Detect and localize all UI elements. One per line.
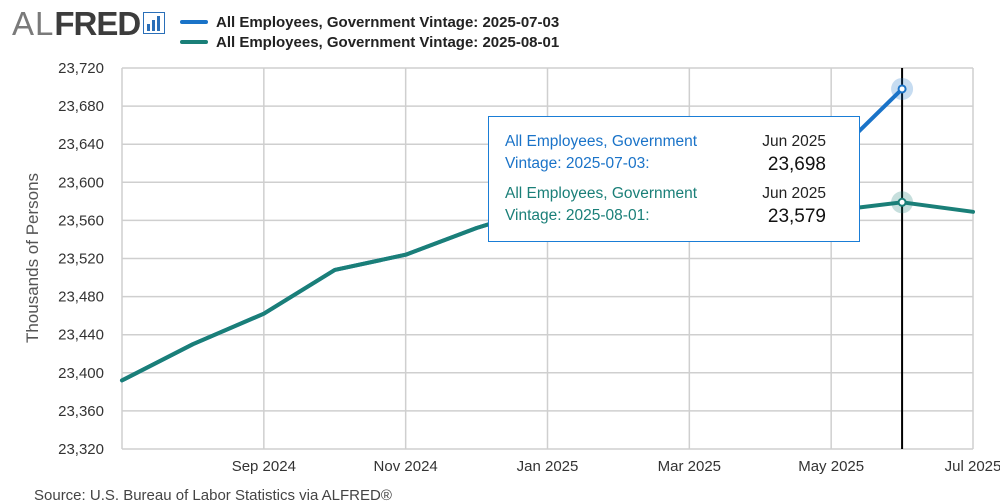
tooltip-value: 23,579 — [767, 206, 826, 227]
x-tick-label: May 2025 — [798, 458, 864, 475]
y-tick-label: 23,400 — [58, 365, 104, 382]
hover-point[interactable] — [897, 197, 907, 207]
y-tick-label: 23,360 — [58, 403, 104, 420]
hover-markers — [891, 77, 914, 214]
y-tick-label: 23,640 — [58, 136, 104, 153]
y-tick-label: 23,720 — [58, 60, 104, 77]
y-tick-label: 23,520 — [58, 251, 104, 268]
fred-chart-logo-icon — [143, 12, 166, 34]
x-tick-label: Jul 2025 — [945, 458, 1000, 475]
tooltip-series-name: All Employees, Government Vintage: 2025-… — [505, 133, 698, 172]
y-tick-label: 23,480 — [58, 289, 104, 306]
legend-label: All Employees, Government Vintage: 2025-… — [216, 33, 560, 51]
logo-name: FRED — [54, 4, 141, 42]
hover-point[interactable] — [897, 84, 907, 94]
x-tick-label: Jan 2025 — [517, 458, 579, 475]
y-axis-ticks: 23,320 23,360 23,400 23,440 23,480 23,520 23,5… — [58, 60, 104, 458]
legend-swatch — [180, 40, 208, 44]
x-tick-label: Mar 2025 — [658, 458, 721, 475]
tooltip-value: 23,698 — [767, 154, 826, 175]
hover-tooltip: All Employees, Government Vintage: 2025-… — [488, 116, 860, 242]
alfred-logo[interactable]: AL FRED — [12, 4, 166, 42]
y-tick-label: 23,320 — [58, 441, 104, 458]
y-axis-title: Thousands of Persons — [23, 173, 42, 343]
chart-legend: All Employees, Government Vintage: 2025-… — [180, 12, 559, 52]
y-tick-label: 23,440 — [58, 327, 104, 344]
x-tick-label: Sep 2024 — [232, 458, 296, 475]
logo-prefix: AL — [12, 4, 55, 42]
y-tick-label: 23,600 — [58, 174, 104, 191]
x-tick-label: Nov 2024 — [374, 458, 438, 475]
legend-item-vintage-2025-07-03[interactable]: All Employees, Government Vintage: 2025-… — [180, 12, 559, 32]
x-axis-ticks: Sep 2024 Nov 2024 Jan 2025 Mar 2025 May 2025… — [232, 458, 1000, 475]
legend-swatch — [180, 20, 208, 24]
tooltip-series-name: All Employees, Government Vintage: 2025-… — [505, 185, 698, 224]
tooltip-date: Jun 2025 — [762, 133, 826, 150]
y-tick-label: 23,680 — [58, 98, 104, 115]
legend-label: All Employees, Government Vintage: 2025-… — [216, 13, 560, 31]
y-tick-label: 23,560 — [58, 212, 104, 229]
legend-item-vintage-2025-08-01[interactable]: All Employees, Government Vintage: 2025-… — [180, 32, 559, 52]
source-note: Source: U.S. Bureau of Labor Statistics … — [34, 487, 392, 504]
tooltip-date: Jun 2025 — [762, 185, 826, 202]
